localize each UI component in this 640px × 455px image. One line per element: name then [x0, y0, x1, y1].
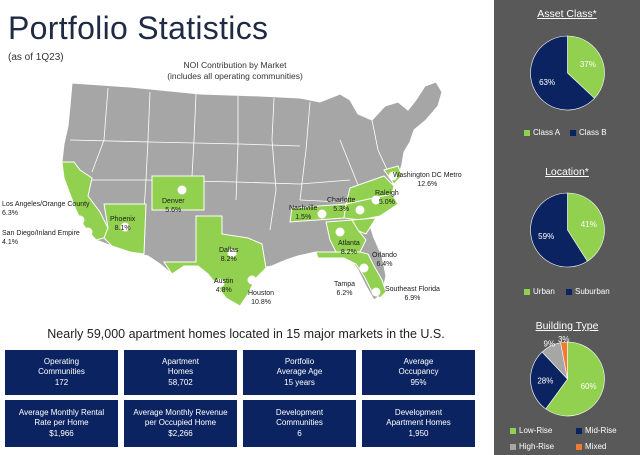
stats-grid: Operating Communities 172 Apartment Homes 58… — [5, 350, 475, 447]
stat-value: 6 — [297, 428, 302, 438]
pie-slice-low-rise — [545, 341, 605, 417]
state-colorado — [151, 175, 205, 211]
stat-card-average-rental-rate: Average Monthly Rental Rate per Home $1,96… — [5, 400, 118, 447]
state-texas — [163, 215, 267, 307]
marker-austin — [215, 278, 225, 288]
pie-slice-mixed — [560, 341, 568, 380]
state-georgia — [325, 219, 367, 253]
legend-item-low-rise: Low-Rise — [510, 426, 552, 435]
chart-title-asset-class: Asset Class* — [537, 8, 597, 20]
map-label-san-diego: San Diego/Inland Empire 4.1% — [2, 230, 80, 246]
map-label-los-angeles: Los Angeles/Orange County 6.3% — [2, 201, 90, 217]
stat-value: $1,966 — [49, 428, 74, 438]
portfolio-tagline: Nearly 59,000 apartment homes located in… — [47, 327, 445, 341]
pie-label-suburban: 59% — [538, 232, 554, 241]
pie-label-mid-rise: 28% — [537, 376, 553, 385]
marker-nashville — [317, 209, 327, 219]
pie-sidebar: Asset Class* 37% 63% Class A Class B Loca… — [494, 0, 640, 455]
legend-item-high-rise: High-Rise — [510, 442, 554, 451]
stat-card-portfolio-average-age: Portfolio Average Age 15 years — [243, 350, 356, 395]
map-label-southeast-florida: Southeast Florida 6.9% — [385, 286, 440, 302]
marker-raleigh — [371, 195, 381, 205]
chart-title-building-type: Building Type — [535, 320, 599, 332]
stat-card-development-homes: Development Apartment Homes 1,950 — [362, 400, 475, 447]
marker-phoenix — [120, 222, 130, 232]
pie-label-low-rise: 60% — [581, 382, 597, 391]
main-panel: Portfolio Statistics (as of 1Q23) NOI Co… — [0, 10, 492, 447]
marker-houston — [247, 275, 257, 285]
marker-tampa — [347, 271, 357, 281]
us-map: Los Angeles/Orange County 6.3% San Diego/… — [0, 80, 492, 325]
stat-card-operating-communities: Operating Communities 172 — [5, 350, 118, 395]
stat-value: 172 — [54, 377, 69, 387]
pie-slice-class-b — [530, 35, 595, 111]
pie-label-urban: 41% — [581, 220, 597, 229]
stat-value: 58,702 — [168, 377, 193, 387]
us-map-graphic — [61, 81, 443, 307]
marker-dallas — [227, 248, 237, 258]
map-label-nashville: Nashville 1.5% — [289, 205, 318, 221]
marker-charlotte — [355, 205, 365, 215]
pie-label-class-a: 37% — [580, 60, 596, 69]
pie-label-high-rise: 9% — [544, 339, 556, 348]
map-label-charlotte: Charlotte 5.3% — [327, 197, 356, 213]
map-label-orlando: Orlando 6.4% — [372, 252, 397, 268]
pie-slice-suburban — [530, 192, 588, 268]
page-title: Portfolio Statistics — [8, 10, 269, 46]
stat-card-average-occupancy: Average Occupancy 95% — [362, 350, 475, 395]
state-borders — [68, 87, 391, 231]
map-caption: NOI Contribution by Market (includes all… — [150, 60, 320, 82]
pie-chart-building-type: 60% 28% 9% 3% — [530, 336, 605, 417]
market-markers — [75, 171, 398, 297]
map-label-austin: Austin 4.8% — [214, 278, 234, 294]
stat-card-development-communities: Development Communities 6 — [243, 400, 356, 447]
map-label-denver: Denver 5.6% — [162, 198, 185, 214]
pie-slice-mid-rise — [530, 351, 568, 410]
legend-item-suburban: Suburban — [566, 287, 610, 296]
marker-los-angeles — [75, 215, 85, 225]
marker-denver — [177, 185, 187, 195]
marker-atlanta — [335, 227, 345, 237]
map-label-raleigh: Raleigh 5.0% — [375, 190, 399, 206]
legend-item-class-a: Class A — [524, 128, 560, 137]
pie-label-class-b: 63% — [539, 78, 555, 87]
pie-slice-class-a — [567, 35, 605, 99]
map-label-tampa: Tampa 6.2% — [334, 281, 356, 297]
map-label-houston: Houston 10.8% — [248, 290, 275, 306]
pie-chart-asset-class: 37% 63% — [530, 35, 605, 111]
stat-card-average-revenue: Average Monthly Revenue per Occupied Home… — [124, 400, 237, 447]
pie-label-mixed: 3% — [558, 336, 570, 344]
map-label-dallas: Dallas 8.2% — [219, 247, 239, 263]
marker-san-diego — [83, 227, 93, 237]
market-states — [61, 161, 403, 307]
stat-value: 1,950 — [408, 428, 429, 438]
chart-title-location: Location* — [545, 166, 589, 178]
map-label-phoenix: Phoenix 8.1% — [110, 216, 136, 232]
state-florida — [315, 251, 387, 299]
stat-value: 15 years — [284, 377, 315, 387]
map-label-washington: Washington DC Metro 12.6% — [393, 172, 462, 188]
marker-southeast-florida — [371, 287, 381, 297]
legend-item-class-b: Class B — [570, 128, 607, 137]
marker-orlando — [359, 263, 369, 273]
legend-item-urban: Urban — [524, 287, 555, 296]
map-caption-line-2: (includes all operating communities) — [167, 71, 303, 81]
legend-item-mixed: Mixed — [576, 442, 606, 451]
stat-value: 95% — [410, 377, 427, 387]
page-subtitle: (as of 1Q23) — [8, 52, 64, 63]
legend-item-mid-rise: Mid-Rise — [576, 426, 617, 435]
state-virginia — [345, 175, 395, 205]
marker-washington — [388, 171, 398, 181]
stat-value: $2,266 — [168, 428, 193, 438]
map-caption-line-1: NOI Contribution by Market — [183, 60, 287, 70]
pie-chart-location: 41% 59% — [530, 192, 605, 268]
stat-card-apartment-homes: Apartment Homes 58,702 — [124, 350, 237, 395]
map-label-atlanta: Atlanta 8.2% — [338, 240, 360, 256]
